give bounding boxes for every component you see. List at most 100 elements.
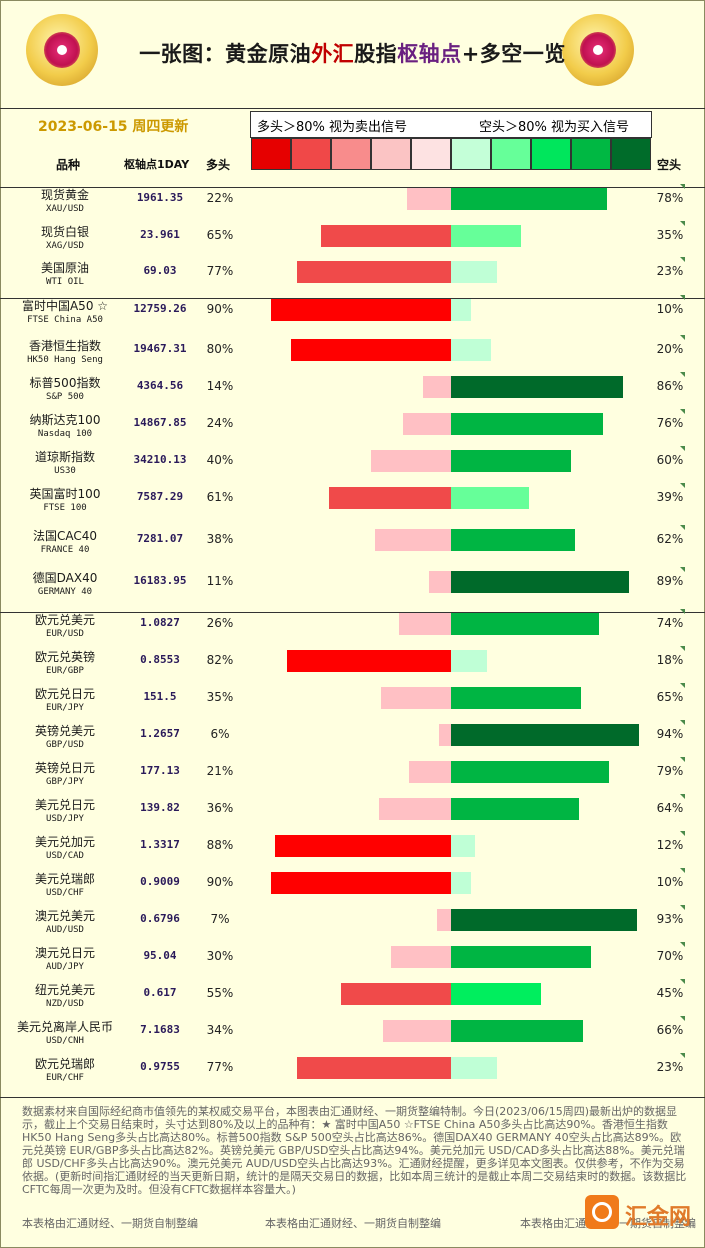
update-date: 2023-06-15 周四更新 <box>38 119 189 135</box>
short-percent: 86% <box>656 379 684 393</box>
short-percent: 12% <box>656 838 684 852</box>
instrument-en-name: FTSE China A50 <box>27 315 103 325</box>
short-bar <box>451 687 581 709</box>
short-bar <box>451 529 575 551</box>
instrument-name: 标普500指数 S&P 500 <box>10 376 120 404</box>
color-swatch <box>531 138 571 170</box>
instrument-en-name: EUR/USD <box>46 629 84 639</box>
long-bar <box>403 413 451 435</box>
short-percent: 89% <box>656 574 684 588</box>
short-percent: 45% <box>656 986 684 1000</box>
instrument-en-name: USD/CAD <box>46 851 84 861</box>
long-percent: 88% <box>206 838 234 852</box>
short-bar <box>451 450 571 472</box>
pivot-value: 7.1683 <box>140 1023 180 1036</box>
long-percent: 6% <box>210 727 230 741</box>
row-marker-icon <box>680 757 685 762</box>
legend-short-signal: 空头＞80% 视为买入信号 <box>479 120 630 135</box>
long-bar <box>321 225 451 247</box>
long-bar <box>371 450 451 472</box>
row-marker-icon <box>680 979 685 984</box>
row-marker-icon <box>680 295 685 300</box>
instrument-en-name: GBP/JPY <box>46 777 84 787</box>
long-percent: 82% <box>206 653 234 667</box>
long-bar <box>437 909 451 931</box>
pivot-value: 7281.07 <box>136 532 184 545</box>
instrument-cn-name: 欧元兑日元 <box>34 687 95 701</box>
short-percent: 20% <box>656 342 684 356</box>
footnote: 数据素材来自国际经纪商市值领先的某权威交易平台，本图表由汇通财经、一期货整编特制… <box>22 1105 687 1196</box>
long-bar <box>375 529 451 551</box>
long-bar <box>271 872 451 894</box>
instrument-cn-name: 现货白银 <box>40 225 89 239</box>
instrument-name: 英镑兑日元 GBP/JPY <box>10 761 120 789</box>
short-bar <box>451 872 471 894</box>
long-bar <box>409 761 451 783</box>
instrument-name: 道琼斯指数 US30 <box>10 450 120 478</box>
short-percent: 18% <box>656 653 684 667</box>
long-percent: 40% <box>206 453 234 467</box>
short-bar <box>451 1057 497 1079</box>
short-percent: 35% <box>656 228 684 242</box>
instrument-name: 欧元兑日元 EUR/JPY <box>10 687 120 715</box>
long-bar <box>429 571 451 593</box>
col-header-short: 空头 <box>657 158 682 172</box>
row-marker-icon <box>680 372 685 377</box>
instrument-en-name: AUD/USD <box>46 925 84 935</box>
short-percent: 66% <box>656 1023 684 1037</box>
long-percent: 38% <box>206 532 234 546</box>
instrument-name: 美元兑瑞郎 USD/CHF <box>10 872 120 900</box>
short-bar <box>451 983 541 1005</box>
instrument-name: 欧元兑瑞郎 EUR/CHF <box>10 1057 120 1085</box>
row-marker-icon <box>680 905 685 910</box>
row-marker-icon <box>680 446 685 451</box>
long-bar <box>391 946 451 968</box>
top-divider <box>0 108 705 109</box>
color-swatch <box>331 138 371 170</box>
short-bar <box>451 724 639 746</box>
pivot-value: 69.03 <box>143 264 177 277</box>
short-bar <box>451 946 591 968</box>
instrument-en-name: EUR/GBP <box>46 666 84 676</box>
long-percent: 35% <box>206 690 234 704</box>
row-marker-icon <box>680 483 685 488</box>
row-marker-icon <box>680 831 685 836</box>
short-percent: 10% <box>656 302 684 316</box>
instrument-name: 澳元兑日元 AUD/JPY <box>10 946 120 974</box>
instrument-name: 美国原油 WTI OIL <box>10 261 120 289</box>
col-header-long: 多头 <box>206 158 231 172</box>
row-marker-icon <box>680 184 685 189</box>
instrument-cn-name: 标普500指数 <box>29 376 101 390</box>
instrument-name: 香港恒生指数 HK50 Hang Seng <box>10 339 120 367</box>
long-percent: 55% <box>206 986 234 1000</box>
group-divider-fx <box>0 612 705 613</box>
instrument-en-name: USD/JPY <box>46 814 84 824</box>
instrument-en-name: EUR/JPY <box>46 703 84 713</box>
color-swatch <box>291 138 331 170</box>
instrument-en-name: FRANCE 40 <box>40 545 90 555</box>
instrument-cn-name: 德国DAX40 <box>32 571 98 585</box>
instrument-cn-name: 欧元兑瑞郎 <box>34 1057 95 1071</box>
short-percent: 94% <box>656 727 684 741</box>
row-marker-icon <box>680 942 685 947</box>
long-percent: 30% <box>206 949 234 963</box>
instrument-name: 英国富时100 FTSE 100 <box>10 487 120 515</box>
instrument-cn-name: 英国富时100 <box>29 487 101 501</box>
short-percent: 23% <box>656 1060 684 1074</box>
legend-long-signal: 多头＞80% 视为卖出信号 <box>257 120 408 135</box>
instrument-cn-name: 纽元兑美元 <box>34 983 95 997</box>
legend-box: 多头＞80% 视为卖出信号 空头＞80% 视为买入信号 <box>250 111 652 138</box>
pivot-value: 23.961 <box>140 228 180 241</box>
watermark-text: 汇金网 <box>625 1205 692 1230</box>
short-percent: 74% <box>656 616 684 630</box>
pivot-value: 1961.35 <box>136 191 184 204</box>
pivot-value: 0.617 <box>143 986 177 999</box>
short-bar <box>451 650 487 672</box>
instrument-cn-name: 美国原油 <box>40 261 89 275</box>
instrument-name: 美元兑离岸人民币 USD/CNH <box>10 1020 120 1048</box>
row-marker-icon <box>680 1016 685 1021</box>
short-bar <box>451 761 609 783</box>
col-header-name: 品种 <box>56 158 81 172</box>
pivot-value: 12759.26 <box>133 302 187 315</box>
credit-middle: 本表格由汇通财经、一期货自制整编 <box>265 1217 441 1230</box>
